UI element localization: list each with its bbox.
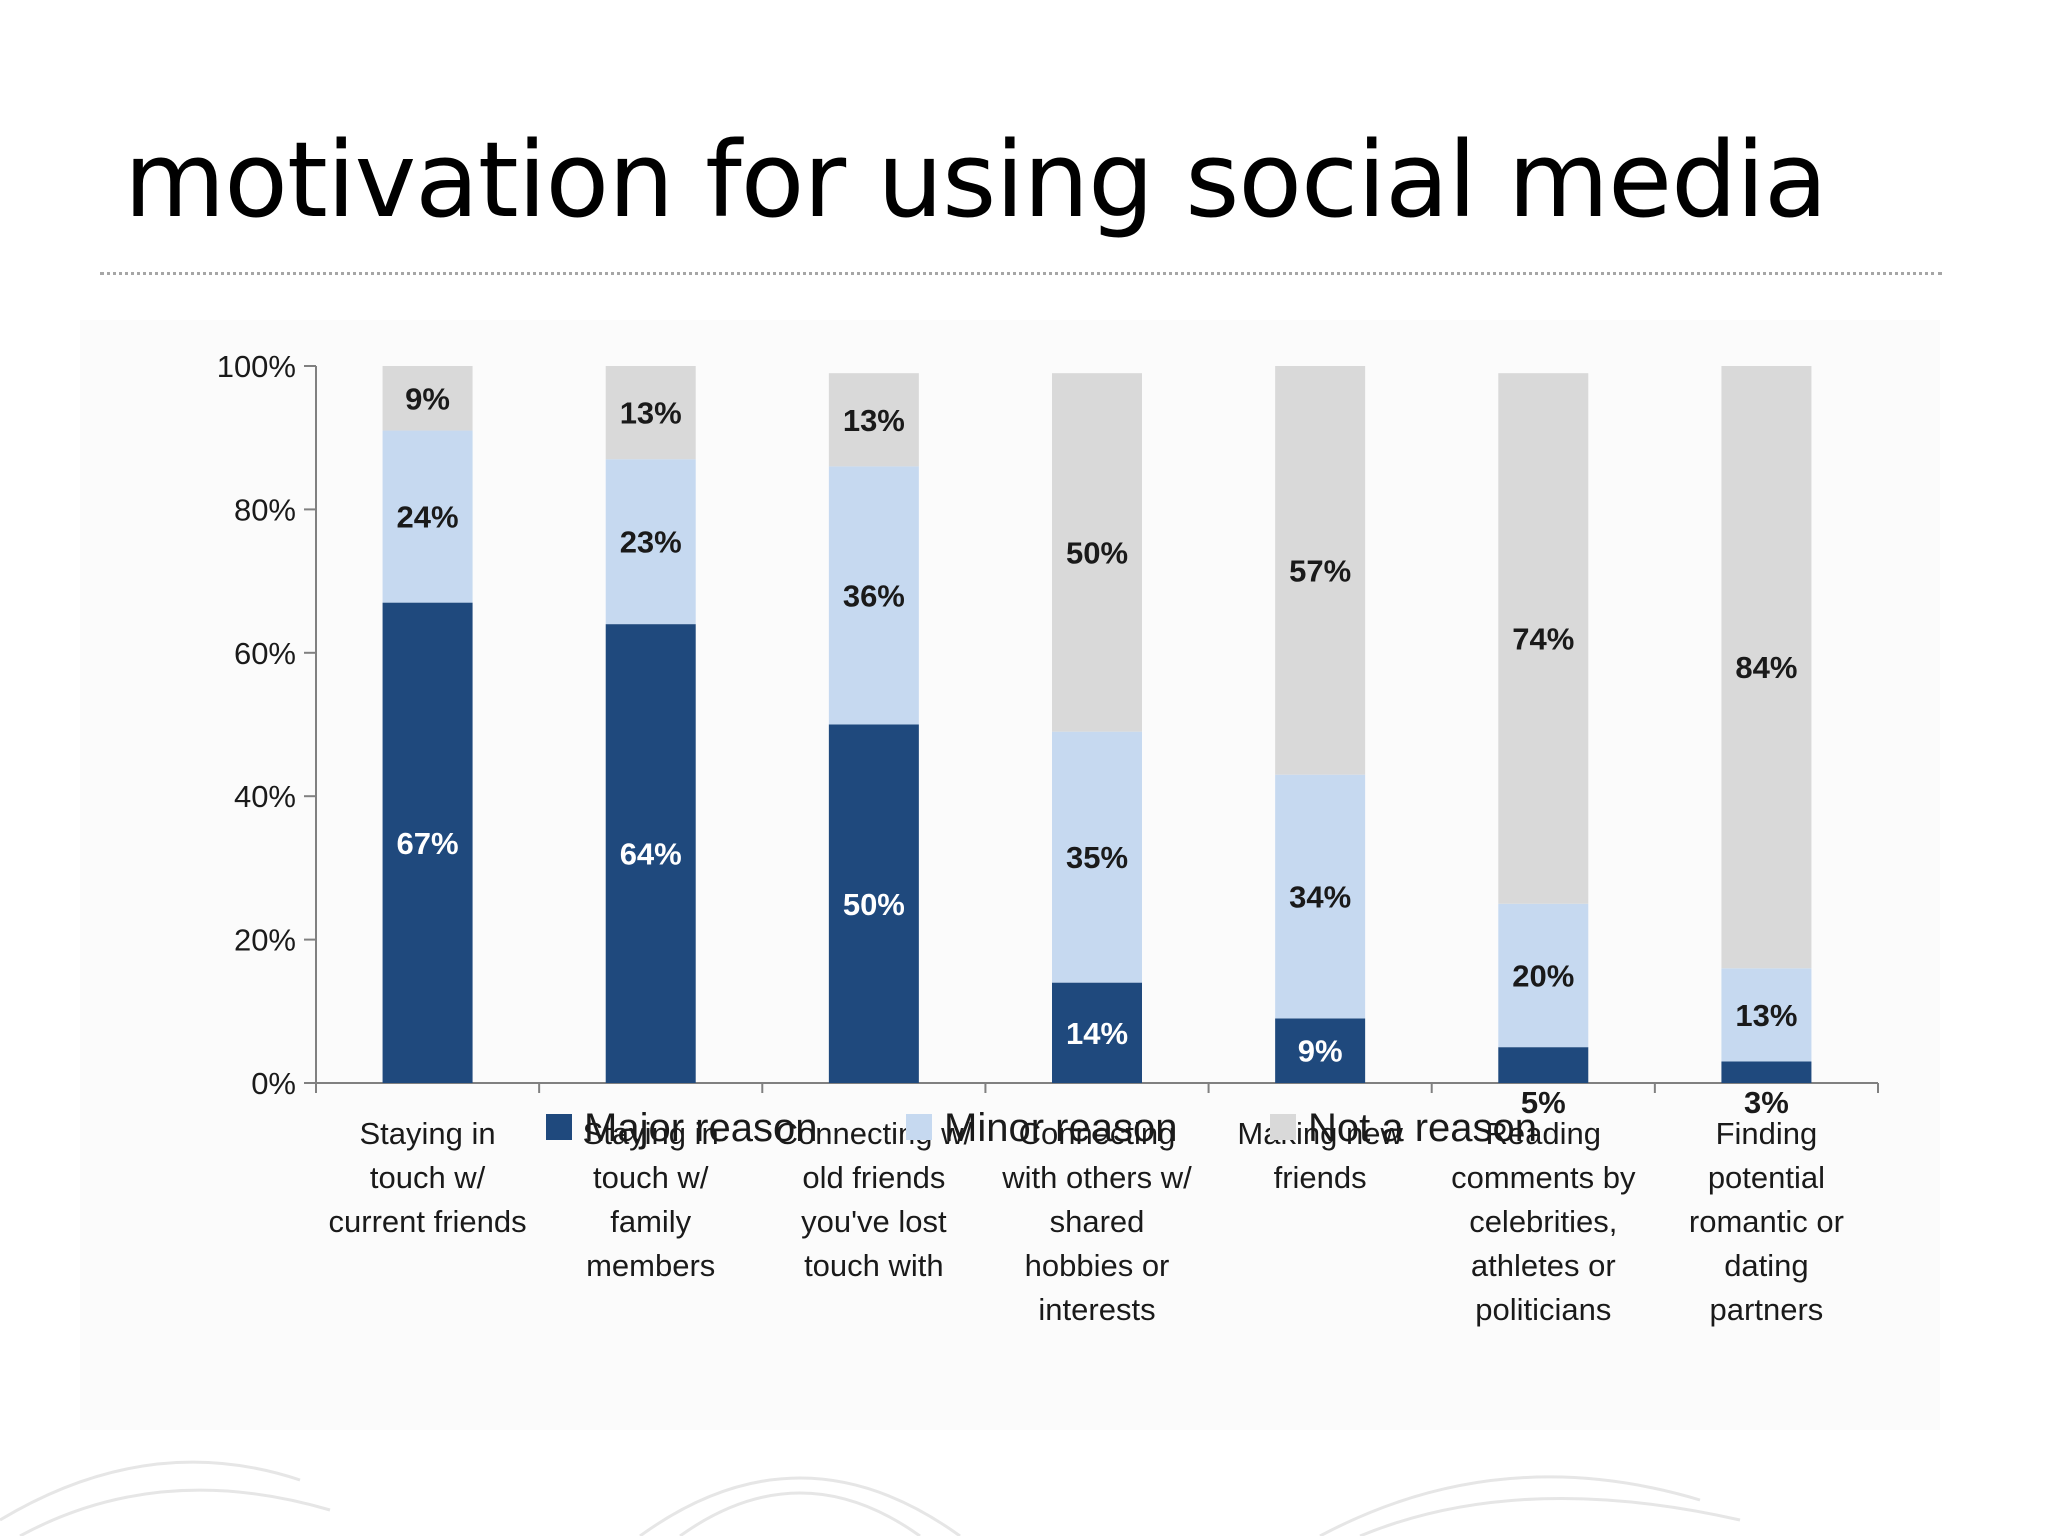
bar-segment-minor-reason xyxy=(1052,731,1142,983)
bar-segment-minor-reason xyxy=(382,430,473,603)
bar-segment-minor-reason xyxy=(1721,968,1812,1062)
data-label: 84% xyxy=(1735,650,1797,685)
x-category-label: members xyxy=(586,1248,715,1283)
x-category-label: politicians xyxy=(1475,1292,1611,1327)
data-label: 24% xyxy=(397,500,459,535)
x-category-label: Connecting w/ xyxy=(776,1116,973,1151)
bar-segment-not-a-reason xyxy=(828,373,919,467)
bar-segment-major-reason xyxy=(1275,1018,1366,1083)
legend-label: Not a reason xyxy=(1308,1106,1537,1150)
data-label: 5% xyxy=(1521,1085,1566,1120)
x-category-label: comments by xyxy=(1451,1160,1636,1195)
x-category-label: interests xyxy=(1038,1292,1155,1327)
bar-segment-major-reason xyxy=(605,624,696,1083)
x-category-label: touch w/ xyxy=(593,1160,709,1195)
bar-segment-not-a-reason xyxy=(1498,373,1589,904)
x-category-label: potential xyxy=(1708,1160,1825,1195)
bar-segment-major-reason xyxy=(1052,982,1142,1083)
legend-swatch xyxy=(906,1114,932,1140)
x-category-label: celebrities, xyxy=(1469,1204,1617,1239)
x-category-label: Finding xyxy=(1716,1116,1818,1151)
data-label: 74% xyxy=(1512,621,1574,656)
bar-segment-not-a-reason xyxy=(1052,373,1142,732)
y-tick-label: 0% xyxy=(251,1066,296,1101)
data-label: 9% xyxy=(1298,1034,1343,1069)
stacked-bar-chart: 0% 20% 40% 60% 80% 100% 67% 24% 9% Staying in tou… xyxy=(217,349,1879,1327)
legend-swatch xyxy=(546,1114,572,1140)
data-label: 64% xyxy=(620,837,682,872)
data-label: 3% xyxy=(1744,1085,1789,1120)
bar-segment-major-reason xyxy=(382,602,473,1083)
legend-label: Major reason xyxy=(584,1106,817,1150)
data-label: 34% xyxy=(1289,880,1351,915)
y-tick-label: 60% xyxy=(234,636,296,671)
data-label: 13% xyxy=(843,403,905,438)
y-tick-label: 100% xyxy=(217,349,296,384)
data-label: 14% xyxy=(1066,1016,1128,1051)
data-label: 13% xyxy=(620,396,682,431)
bar-segment-not-a-reason xyxy=(382,366,473,431)
x-category-label: touch w/ xyxy=(370,1160,486,1195)
x-category-label: shared xyxy=(1050,1204,1145,1239)
bar-segment-major-reason xyxy=(828,724,919,1083)
data-label: 23% xyxy=(620,525,682,560)
bar-segment-not-a-reason xyxy=(605,366,696,460)
x-category-label: dating xyxy=(1724,1248,1808,1283)
x-category-label: athletes or xyxy=(1471,1248,1616,1283)
data-label: 13% xyxy=(1735,998,1797,1033)
bar-segment-minor-reason xyxy=(1498,903,1589,1048)
bar-segment-not-a-reason xyxy=(1721,366,1812,969)
x-category-label: touch with xyxy=(804,1248,944,1283)
title-divider xyxy=(100,272,1942,275)
legend-swatch xyxy=(1270,1114,1296,1140)
data-label: 67% xyxy=(397,826,459,861)
data-label: 36% xyxy=(843,578,905,613)
x-category-label: with others w/ xyxy=(1001,1160,1192,1195)
x-category-label: hobbies or xyxy=(1025,1248,1170,1283)
decorative-swirl-pattern xyxy=(0,1460,1741,1536)
x-category-label: Reading xyxy=(1486,1116,1601,1151)
bar-segment-major-reason xyxy=(1721,1061,1812,1083)
x-category-label: current friends xyxy=(329,1204,527,1239)
data-label: 50% xyxy=(1066,535,1128,570)
x-category-label: friends xyxy=(1274,1160,1367,1195)
x-category-label: family xyxy=(610,1204,691,1239)
bar-segment-minor-reason xyxy=(1275,774,1366,1019)
data-label: 20% xyxy=(1512,958,1574,993)
x-category-label: old friends xyxy=(802,1160,945,1195)
bar-segment-minor-reason xyxy=(605,459,696,625)
x-category-label: partners xyxy=(1710,1292,1824,1327)
data-label: 57% xyxy=(1289,553,1351,588)
bar-segment-minor-reason xyxy=(828,466,919,725)
bar-segment-not-a-reason xyxy=(1275,366,1366,775)
bar-segment-major-reason xyxy=(1498,1047,1589,1083)
x-category-label: you've lost xyxy=(801,1204,947,1239)
y-tick-label: 80% xyxy=(234,492,296,527)
legend-label: Minor reason xyxy=(944,1106,1177,1150)
data-label: 50% xyxy=(843,887,905,922)
y-tick-label: 40% xyxy=(234,779,296,814)
x-category-label: romantic or xyxy=(1689,1204,1844,1239)
chart-panel: 0% 20% 40% 60% 80% 100% 67% 24% 9% Staying in tou… xyxy=(80,320,1940,1430)
x-category-label: Making new xyxy=(1237,1116,1403,1151)
x-category-label: Connecting xyxy=(1019,1116,1176,1151)
data-label: 9% xyxy=(405,381,450,416)
data-label: 35% xyxy=(1066,840,1128,875)
y-tick-label: 20% xyxy=(234,923,296,958)
x-category-label: Staying in xyxy=(360,1116,496,1151)
slide-title: motivation for using social media xyxy=(124,119,1828,241)
x-category-label: Staying in xyxy=(583,1116,719,1151)
